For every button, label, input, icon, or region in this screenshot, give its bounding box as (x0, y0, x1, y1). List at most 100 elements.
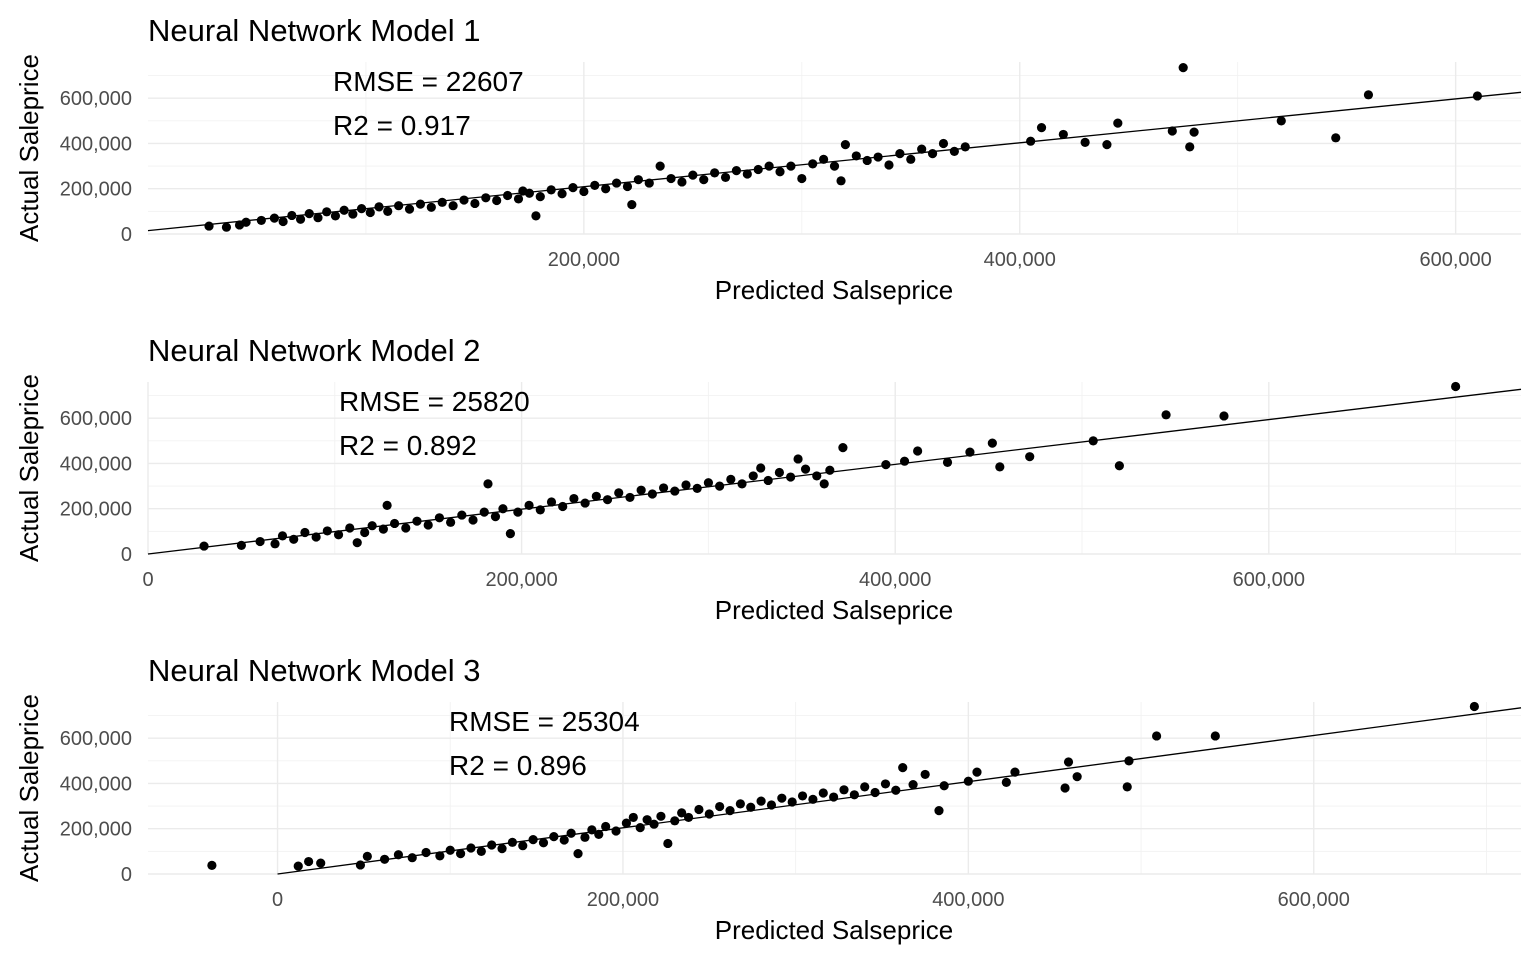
data-point (573, 849, 583, 859)
data-point (797, 173, 807, 184)
x-tick-label: 600,000 (1419, 249, 1491, 271)
data-point (636, 485, 646, 495)
data-point (1058, 129, 1068, 140)
data-point (535, 192, 545, 202)
data-point (735, 799, 745, 809)
data-point (836, 176, 846, 186)
data-point (873, 152, 883, 162)
data-point (987, 438, 997, 448)
data-point (1102, 140, 1112, 150)
r2-annotation: R2 = 0.917 (333, 110, 471, 141)
data-point (1210, 731, 1220, 741)
data-point (339, 205, 349, 215)
data-point (255, 536, 265, 547)
x-tick-label: 400,000 (932, 889, 1004, 911)
chart-title: Neural Network Model 1 (148, 13, 481, 48)
rmse-annotation: RMSE = 25304 (449, 706, 640, 737)
gridlines (148, 702, 1521, 875)
data-point (546, 185, 556, 195)
data-point (949, 146, 959, 156)
data-point (927, 149, 938, 159)
data-point (666, 173, 676, 184)
y-tick-label: 200,000 (60, 819, 132, 841)
data-point (524, 188, 534, 198)
data-point (580, 498, 590, 508)
data-point (580, 832, 590, 842)
data-point (818, 788, 828, 798)
data-point (642, 815, 652, 825)
data-point (808, 159, 818, 169)
data-point (726, 474, 736, 484)
x-tick-label: 200,000 (485, 569, 557, 591)
data-point (204, 221, 214, 231)
data-point (601, 821, 611, 832)
data-point (898, 763, 908, 773)
data-point (1185, 142, 1195, 152)
data-point (434, 513, 445, 523)
data-point (766, 800, 777, 810)
data-point (942, 457, 953, 467)
data-point (764, 161, 774, 171)
data-point (421, 847, 431, 858)
data-point (389, 518, 400, 529)
data-point (446, 517, 456, 527)
x-tick-label: 200,000 (548, 249, 620, 271)
y-tick-labels: 0 200,000 400,000 600,000 (60, 88, 132, 246)
x-axis-title: Predicted Salseprice (715, 595, 953, 625)
data-point (382, 500, 392, 510)
y-tick-label: 600,000 (60, 88, 132, 110)
data-point (535, 505, 545, 515)
data-point (1167, 126, 1177, 136)
data-point (412, 516, 422, 526)
data-point (753, 164, 763, 175)
panel-model-3: Neural Network Model 3 0 200,000 400,000 60… (14, 653, 1522, 945)
rmse-annotation: RMSE = 22607 (333, 66, 524, 97)
x-tick-label: 0 (272, 889, 283, 911)
data-point (849, 790, 859, 800)
y-tick-label: 0 (121, 224, 132, 246)
data-point (566, 828, 576, 838)
data-point (611, 178, 622, 188)
data-point (356, 204, 367, 214)
data-point (1363, 90, 1374, 100)
data-point (448, 201, 458, 211)
data-point (518, 841, 528, 851)
y-tick-label: 0 (121, 864, 132, 886)
data-point (1001, 777, 1011, 787)
data-point (505, 529, 515, 539)
data-point (1026, 136, 1036, 146)
r2-annotation: R2 = 0.896 (449, 750, 587, 781)
data-point (394, 201, 404, 211)
data-point (1088, 436, 1098, 446)
data-point (507, 837, 518, 847)
x-tick-label: 600,000 (1233, 569, 1305, 591)
data-point (330, 211, 341, 221)
data-point (699, 175, 709, 185)
data-point (383, 206, 393, 216)
data-point (594, 829, 604, 839)
data-point (628, 812, 638, 823)
data-point (963, 776, 973, 786)
data-point (365, 207, 375, 218)
data-point (423, 520, 433, 530)
data-point (313, 213, 323, 223)
data-point (1151, 731, 1162, 741)
panel-model-1: Neural Network Model 1 0 200,000 400,000 60… (14, 13, 1522, 305)
data-point (333, 530, 344, 540)
data-point (906, 154, 916, 164)
data-point (920, 769, 930, 780)
data-point (1113, 118, 1123, 128)
data-point (881, 460, 891, 470)
data-point (207, 860, 217, 871)
data-point (348, 209, 358, 219)
data-point (829, 161, 840, 171)
data-point (917, 144, 927, 154)
y-axis-title: Actual Saleprice (14, 694, 44, 882)
data-point (513, 507, 523, 517)
r2-annotation: R2 = 0.892 (339, 430, 477, 461)
chart-title: Neural Network Model 2 (148, 333, 481, 368)
data-point (289, 534, 299, 544)
data-point (304, 209, 314, 219)
data-point (355, 860, 366, 870)
data-point (635, 823, 645, 833)
